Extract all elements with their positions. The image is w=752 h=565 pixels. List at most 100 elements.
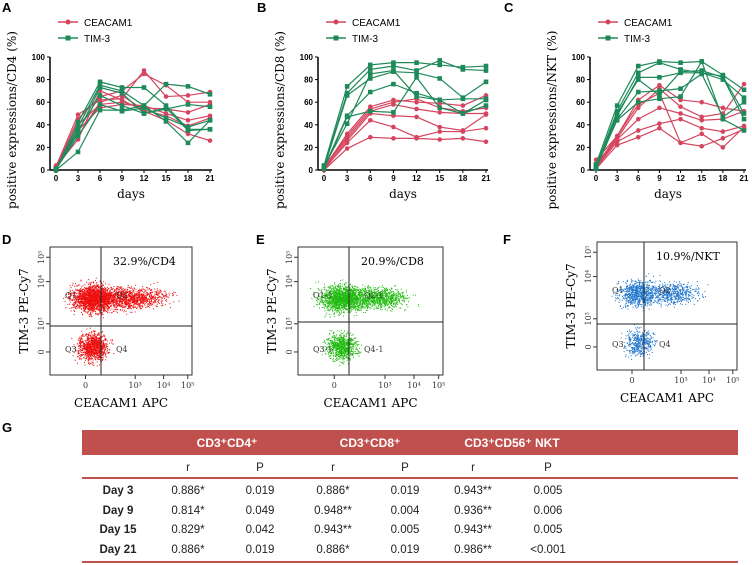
event-dot: [85, 345, 87, 347]
event-dot: [86, 350, 88, 352]
event-dot: [342, 355, 344, 357]
event-dot: [150, 301, 152, 303]
data-point-ceacam1: [699, 131, 705, 137]
event-dot: [129, 299, 131, 301]
event-dot: [102, 351, 104, 353]
event-dot: [86, 352, 88, 354]
event-dot: [85, 295, 87, 297]
event-dot: [94, 339, 96, 341]
event-dot: [93, 295, 95, 297]
event-dot: [135, 295, 137, 297]
event-dot: [98, 337, 100, 339]
event-dot: [79, 305, 81, 307]
event-dot: [99, 304, 101, 306]
event-dot: [133, 289, 135, 291]
event-dot: [102, 306, 104, 308]
event-dot: [354, 352, 356, 354]
event-dot: [77, 299, 79, 301]
event-dot: [128, 298, 130, 300]
event-dot: [141, 302, 143, 304]
event-dot: [102, 292, 104, 294]
event-dot: [81, 330, 83, 332]
event-dot: [135, 294, 137, 296]
event-dot: [101, 285, 103, 287]
event-dot: [122, 294, 124, 296]
event-dot: [138, 293, 140, 295]
event-dot: [97, 294, 99, 296]
event-dot: [91, 310, 93, 312]
event-dot: [112, 302, 114, 304]
event-dot: [104, 339, 106, 341]
event-dot: [149, 299, 151, 301]
data-point-ceacam1: [614, 142, 620, 148]
event-dot: [130, 292, 132, 294]
event-dot: [120, 306, 122, 308]
y-tick-label-a: 40: [36, 121, 45, 130]
event-dot: [146, 287, 148, 289]
event-dot: [105, 290, 107, 292]
event-dot: [146, 297, 148, 299]
event-dot: [78, 354, 80, 356]
event-dot: [88, 349, 90, 351]
data-point-ceacam1: [635, 134, 641, 140]
event-dot: [103, 335, 105, 337]
event-dot: [92, 330, 94, 332]
event-dot: [126, 289, 128, 291]
event-dot: [81, 335, 83, 337]
event-dot: [96, 307, 98, 309]
event-dot: [115, 306, 117, 308]
event-dot: [79, 298, 81, 300]
event-dot: [88, 293, 90, 295]
event-dot: [112, 310, 114, 312]
event-dot: [109, 300, 111, 302]
event-dot: [102, 343, 104, 345]
data-point-tim3: [460, 67, 466, 72]
event-dot: [106, 303, 108, 305]
event-dot: [131, 286, 133, 288]
event-dot: [105, 290, 107, 292]
event-dot: [78, 357, 80, 359]
event-dot: [94, 358, 96, 360]
event-dot: [92, 335, 94, 337]
x-tick-label-a: 15: [162, 174, 171, 183]
event-dot: [95, 308, 97, 310]
event-dot: [114, 298, 116, 300]
event-dot: [101, 331, 103, 333]
event-dot: [107, 306, 109, 308]
event-dot: [78, 344, 80, 346]
event-dot: [91, 300, 93, 302]
event-dot: [113, 296, 115, 298]
event-dot: [93, 350, 95, 352]
event-dot: [99, 337, 101, 339]
event-dot: [117, 302, 119, 304]
data-point-ceacam1: [437, 110, 443, 115]
data-point-tim3: [163, 119, 169, 124]
event-dot: [133, 287, 135, 289]
event-dot: [106, 356, 108, 358]
event-dot: [92, 307, 94, 309]
event-dot: [88, 342, 90, 344]
event-dot: [144, 304, 146, 306]
event-dot: [99, 295, 101, 297]
event-dot: [83, 302, 85, 304]
event-dot: [75, 299, 77, 301]
event-dot: [101, 307, 103, 309]
event-dot: [101, 292, 103, 294]
event-dot: [82, 348, 84, 350]
event-dot: [91, 357, 93, 359]
event-dot: [146, 306, 148, 308]
legend-marker-ceacam1: [333, 19, 339, 25]
event-dot: [91, 297, 93, 299]
series-line-ceacam1: [323, 112, 487, 171]
event-dot: [101, 335, 103, 337]
event-dot: [99, 302, 101, 304]
quadrant-label: Q2: [116, 291, 128, 300]
event-dot: [99, 353, 101, 355]
data-point-ceacam1: [75, 112, 81, 117]
event-dot: [119, 296, 121, 298]
event-dot: [72, 292, 74, 294]
event-dot: [92, 290, 94, 292]
event-dot: [101, 300, 103, 302]
event-dot: [124, 293, 126, 295]
series-line-ceacam1: [595, 107, 745, 167]
